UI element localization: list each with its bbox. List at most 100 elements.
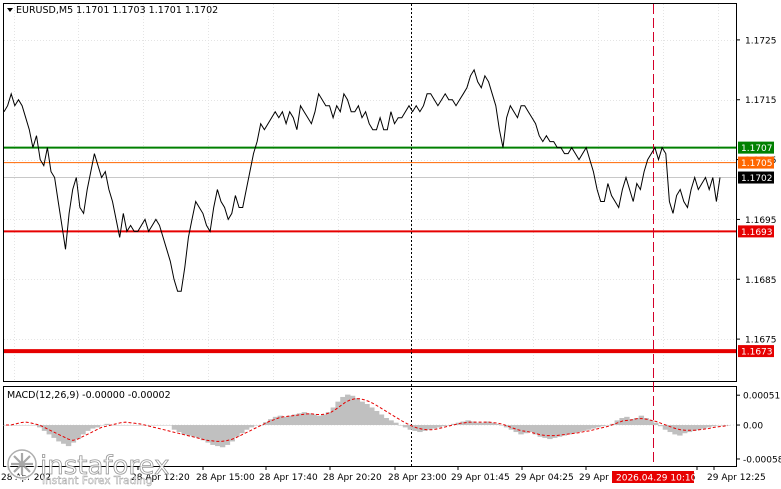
macd-histogram-bar	[576, 425, 582, 433]
macd-histogram-bar	[388, 420, 394, 426]
macd-histogram-bar	[234, 425, 240, 437]
main-grid	[4, 4, 736, 381]
macd-histogram-bar	[431, 425, 438, 429]
macd-histogram-bar	[277, 415, 284, 426]
macd-histogram	[3, 394, 731, 448]
macd-histogram-bar	[56, 425, 62, 442]
macd-histogram-bar	[397, 425, 404, 426]
macd-plot-frame	[3, 386, 737, 467]
macd-histogram-bar	[657, 425, 664, 427]
macd-tick-label: 0.00051	[743, 392, 780, 402]
macd-histogram-bar	[138, 425, 144, 426]
macd-histogram-bar	[489, 422, 495, 426]
macd-histogram-bar	[27, 425, 33, 426]
macd-histogram-bar	[186, 425, 192, 436]
macd-histogram-bar	[215, 425, 221, 447]
price-axis[interactable]: 1.1725 1.1715 1.1705 1.1695 1.1685 1.1675	[736, 36, 777, 346]
macd-histogram-bar	[17, 425, 24, 426]
macd-histogram-bar	[8, 425, 14, 426]
macd-histogram-bar	[36, 425, 43, 428]
macd-histogram-bar	[200, 425, 207, 441]
macd-histogram-bar	[263, 422, 269, 426]
macd-histogram-bar	[369, 407, 375, 426]
macd-histogram-bar	[359, 401, 365, 426]
macd-histogram-bar	[104, 423, 110, 426]
macd-histogram-bar	[426, 425, 433, 430]
macd-histogram-bar	[99, 425, 105, 426]
time-tick-label: 28 Apr 15:00	[196, 473, 255, 483]
macd-histogram-bar	[580, 425, 587, 431]
level-tag-1.1705: 1.1705	[741, 159, 773, 169]
macd-histogram-bar	[513, 425, 519, 433]
macd-histogram-bar	[590, 425, 596, 429]
macd-histogram-bar	[701, 425, 707, 429]
macd-histogram-bar	[455, 422, 462, 426]
macd-histogram-bar	[643, 418, 649, 426]
macd-histogram-bar	[648, 420, 654, 426]
macd-histogram-bar	[243, 425, 250, 430]
price-levels	[4, 146, 736, 354]
macd-histogram-bar	[316, 415, 322, 426]
level-tags: 1.1707 1.1705 1.1693 1.1673 1.1702	[738, 141, 774, 358]
macd-histogram-bar	[282, 416, 288, 426]
symbol-dropdown-icon[interactable]	[7, 8, 13, 12]
macd-histogram-bar	[311, 414, 317, 426]
time-tick-label: 28 Apr 23:00	[388, 473, 447, 483]
macd-histogram-bar	[205, 425, 211, 443]
macd-histogram-bar	[349, 395, 356, 426]
macd-histogram-bar	[268, 419, 274, 426]
macd-histogram-bar	[248, 425, 255, 428]
macd-histogram-bar	[123, 425, 130, 426]
macd-histogram-bar	[537, 425, 543, 437]
level-tag-1.1693: 1.1693	[741, 228, 773, 238]
macd-histogram-bar	[181, 425, 187, 435]
macd-histogram-bar	[710, 425, 717, 427]
macd-tick-label: 0.00	[743, 422, 763, 432]
macd-histogram-bar	[335, 401, 341, 426]
macd-histogram-bar	[292, 414, 298, 426]
current-price-tag: 1.1702	[741, 174, 773, 184]
macd-histogram-bar	[527, 425, 534, 433]
macd-histogram-bar	[446, 425, 452, 426]
macd-histogram-bar	[503, 425, 510, 428]
macd-histogram-bar	[330, 407, 337, 426]
macd-histogram-bar	[393, 422, 399, 426]
macd-histogram-bar	[518, 425, 524, 435]
macd-histogram-bar	[219, 425, 226, 448]
macd-histogram-bar	[258, 425, 264, 426]
level-tag-bg-1.1705	[738, 156, 774, 169]
macd-histogram-bar	[51, 425, 57, 438]
macd-histogram-bar	[508, 425, 515, 430]
macd-histogram-bar	[460, 421, 466, 426]
macd-histogram-bar	[364, 403, 370, 426]
price-series-line	[3, 68, 721, 292]
macd-histogram-bar	[75, 425, 81, 440]
level-tag-bg-1.1707	[738, 141, 774, 154]
macd-histogram-bar	[210, 425, 216, 445]
macd-histogram-bar	[287, 415, 293, 426]
macd-histogram-bar	[552, 425, 558, 438]
time-axis[interactable]: 28 Apr 202 28 Apr 12:20 28 Apr 15:00 28 Apr…	[1, 466, 766, 484]
macd-histogram-bar	[686, 425, 693, 433]
macd-histogram-bar	[720, 425, 726, 426]
macd-histogram-bar	[224, 425, 231, 445]
macd-histogram-bar	[128, 425, 134, 426]
watermark-tagline-text: Instant Forex Trading	[42, 475, 152, 487]
time-tick-label: 29 Apr 04:25	[515, 473, 574, 483]
macd-histogram-bar	[667, 425, 673, 433]
macd-histogram-bar	[479, 422, 486, 426]
macd-histogram-bar	[32, 425, 38, 426]
price-tick-label: 1.1675	[745, 336, 777, 346]
macd-histogram-bar	[566, 425, 572, 435]
macd-histogram-bar	[484, 421, 491, 426]
macd-histogram-bar	[253, 425, 259, 426]
macd-axis: 0.00051 0.00 -0.00058	[736, 392, 781, 465]
macd-histogram-bar	[412, 425, 418, 431]
macd-histogram-bar	[12, 425, 19, 426]
time-tick-label: 28 Apr 12:20	[131, 473, 190, 483]
macd-histogram-bar	[677, 425, 683, 436]
macd-histogram-bar	[725, 425, 731, 426]
macd-histogram-bar	[229, 425, 235, 442]
macd-histogram-bar	[191, 425, 197, 437]
